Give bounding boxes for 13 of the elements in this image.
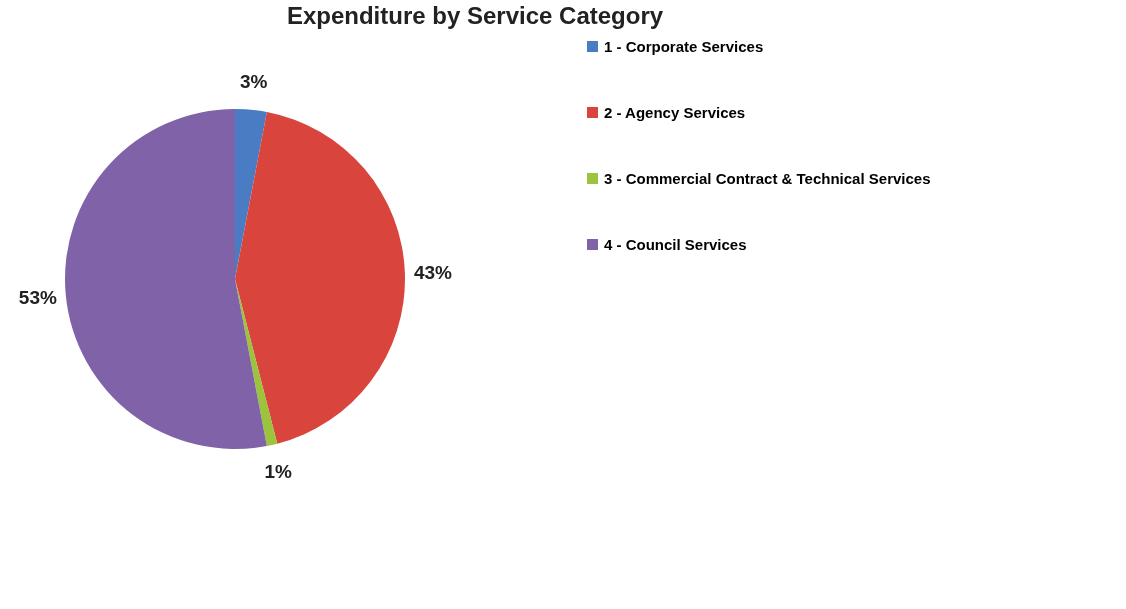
pie-slice [235, 109, 267, 279]
legend-label: 2 - Agency Services [604, 103, 746, 121]
pie-slice [235, 279, 278, 446]
legend-label: 3 - Commercial Contract & Technical Services [604, 169, 931, 187]
pie-slice [235, 112, 405, 444]
chart-title: Expenditure by Service Category [286, 2, 664, 29]
data-label: 1% [264, 461, 293, 483]
data-label: 43% [413, 261, 453, 283]
data-label: 53% [18, 286, 57, 308]
legend-label: 1 - Corporate Services [604, 37, 764, 55]
legend-label: 4 - Council Services [604, 235, 747, 253]
data-label: 3% [239, 70, 268, 92]
pie-slice [65, 109, 267, 449]
